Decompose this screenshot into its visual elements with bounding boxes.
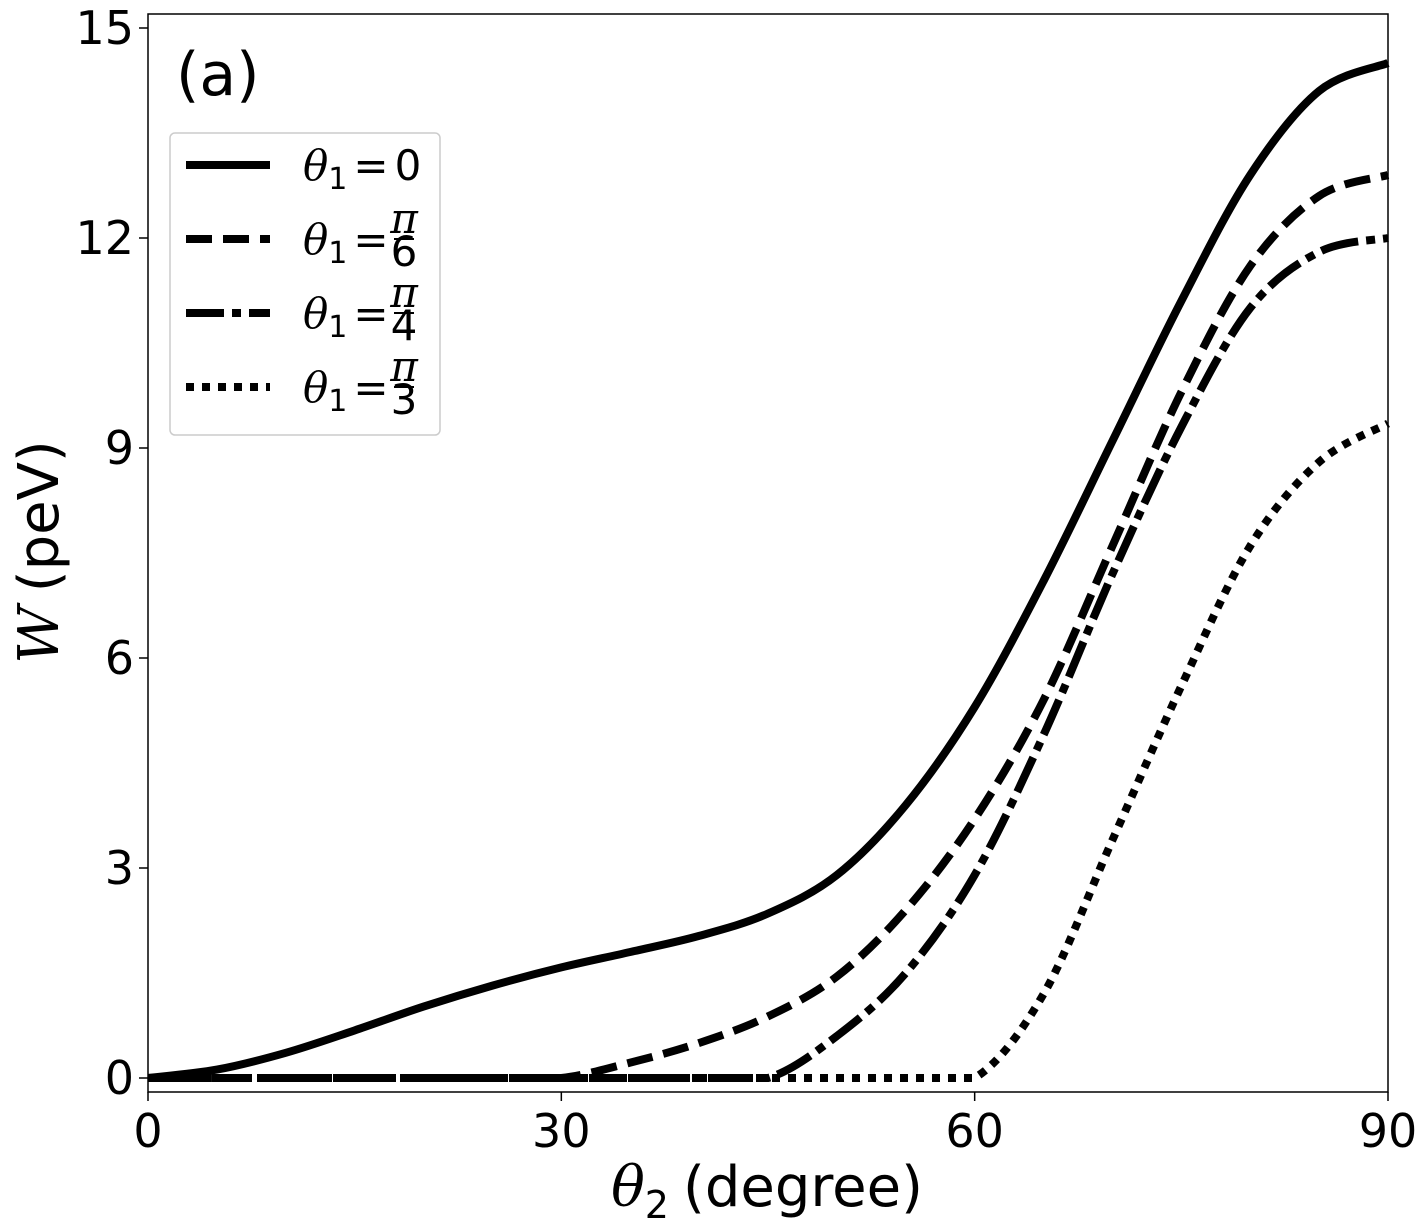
series-line-dotted (147, 419, 1390, 1083)
series-line-solid (147, 59, 1390, 1082)
panel-label: (a) (176, 40, 260, 110)
legend-fraction-denominator: 4 (391, 301, 418, 350)
y-tick-label: 6 (105, 631, 134, 685)
y-tick-label: 0 (105, 1051, 134, 1105)
plot-area-frame (147, 13, 1389, 1093)
x-axis-label-subscript: 2 (645, 1183, 669, 1227)
legend-fraction-numerator: π (389, 342, 419, 391)
y-axis-label: W (peV) (7, 440, 72, 664)
ticks-layer: 0 30 60 90 0 3 6 9 12 15 (75, 1, 1417, 1158)
y-axis-label-symbol: W (7, 602, 72, 664)
x-axis-label: θ2 (degree) (611, 1155, 923, 1227)
x-tick-label: 90 (1359, 1104, 1418, 1158)
x-tick-label: 30 (532, 1104, 591, 1158)
legend-fraction-denominator: 3 (391, 375, 418, 424)
legend-fraction-numerator: π (389, 194, 419, 243)
legend-box (169, 132, 441, 436)
legend-label: θ1 = (303, 215, 389, 271)
x-tick-label: 60 (945, 1104, 1004, 1158)
legend-fraction-numerator: π (389, 268, 419, 317)
x-axis-label-symbol: θ (611, 1155, 645, 1220)
legend-label: θ1 = 0 (303, 141, 421, 197)
x-axis-label-unit: (degree) (683, 1155, 923, 1220)
y-tick-label: 9 (105, 421, 134, 475)
legend-label: θ1 = (303, 363, 389, 419)
series-line-dashed (147, 171, 1390, 1083)
y-tick-label: 15 (75, 1, 134, 55)
y-axis-label-unit: (peV) (7, 440, 72, 592)
legend-fraction-denominator: 6 (391, 227, 418, 276)
y-tick-label: 3 (105, 841, 134, 895)
y-tick-label: 12 (75, 211, 134, 265)
x-tick-label: 0 (133, 1104, 162, 1158)
series-layer (147, 59, 1390, 1083)
legend-label: θ1 = (303, 289, 389, 345)
